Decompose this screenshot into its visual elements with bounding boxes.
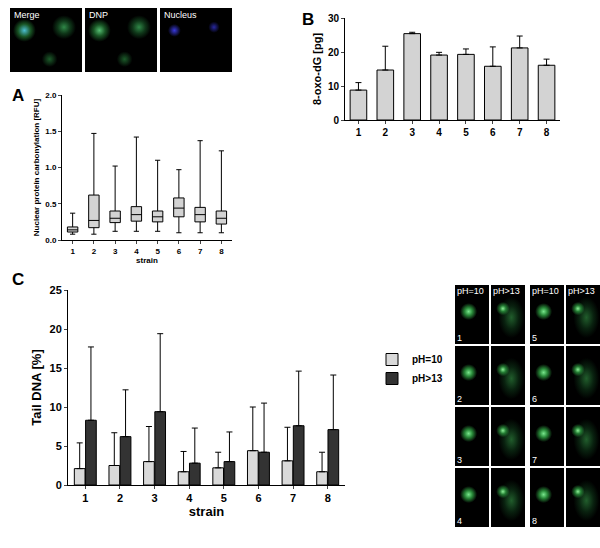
svg-text:10: 10	[328, 81, 340, 92]
html-text:pH>13: pH>13	[568, 286, 595, 296]
svg-text:1.5: 1.5	[45, 127, 57, 136]
svg-text:7: 7	[290, 492, 296, 504]
svg-text:0.5: 0.5	[45, 200, 57, 209]
svg-text:Tail DNA [%]: Tail DNA [%]	[29, 349, 44, 426]
svg-text:4: 4	[134, 247, 139, 256]
html-text:7: 7	[532, 455, 537, 465]
svg-text:4: 4	[436, 127, 442, 138]
html-text:1: 1	[457, 333, 462, 343]
html-text:pH=10: pH=10	[457, 286, 484, 296]
svg-text:8: 8	[219, 247, 224, 256]
html-text:DNP: DNP	[89, 10, 108, 20]
svg-text:2.0: 2.0	[45, 91, 57, 100]
svg-text:3: 3	[113, 247, 118, 256]
svg-text:2: 2	[383, 127, 389, 138]
html-text:pH>13: pH>13	[493, 286, 520, 296]
html-text:Merge: Merge	[14, 10, 40, 20]
html-text:4: 4	[457, 516, 462, 526]
svg-text:5: 5	[56, 440, 62, 452]
html-text:Nucleus: Nucleus	[164, 10, 197, 20]
svg-text:5: 5	[155, 247, 160, 256]
svg-text:strain: strain	[189, 504, 224, 519]
svg-text:1: 1	[82, 492, 88, 504]
svg-text:A: A	[12, 86, 24, 105]
svg-text:30: 30	[328, 13, 340, 24]
svg-text:pH>13: pH>13	[412, 373, 443, 384]
svg-text:pH=10: pH=10	[412, 354, 443, 365]
html-text:6: 6	[532, 394, 537, 404]
svg-text:6: 6	[490, 127, 496, 138]
html-text:8: 8	[532, 516, 537, 526]
svg-text:8: 8	[544, 127, 550, 138]
svg-text:5: 5	[221, 492, 227, 504]
svg-text:B: B	[302, 10, 314, 29]
svg-text:20: 20	[50, 323, 62, 335]
html-text:pH=10: pH=10	[532, 286, 559, 296]
html-text:2: 2	[457, 394, 462, 404]
svg-text:20: 20	[328, 47, 340, 58]
svg-text:1.0: 1.0	[45, 163, 57, 172]
svg-text:3: 3	[151, 492, 157, 504]
svg-text:Nuclear protein carbonylation: Nuclear protein carbonylation [RFU]	[32, 98, 41, 236]
svg-text:7: 7	[517, 127, 523, 138]
svg-text:4: 4	[186, 492, 193, 504]
html-text:3: 3	[457, 455, 462, 465]
svg-text:5: 5	[463, 127, 469, 138]
svg-text:8: 8	[325, 492, 331, 504]
svg-text:2: 2	[117, 492, 123, 504]
svg-text:15: 15	[50, 362, 62, 374]
svg-text:2: 2	[92, 247, 97, 256]
svg-text:1: 1	[70, 247, 75, 256]
svg-text:0: 0	[56, 479, 62, 491]
svg-text:3: 3	[409, 127, 415, 138]
svg-text:C: C	[12, 270, 24, 289]
svg-text:25: 25	[50, 284, 62, 296]
svg-text:0: 0	[333, 115, 339, 126]
svg-text:1: 1	[356, 127, 362, 138]
svg-text:10: 10	[50, 401, 62, 413]
html-text:5: 5	[532, 333, 537, 343]
svg-text:7: 7	[198, 247, 203, 256]
svg-text:8-oxo-dG [pg]: 8-oxo-dG [pg]	[311, 33, 323, 105]
svg-text:0.0: 0.0	[45, 236, 57, 245]
svg-text:6: 6	[177, 247, 182, 256]
svg-text:6: 6	[255, 492, 261, 504]
svg-text:strain: strain	[136, 256, 158, 265]
